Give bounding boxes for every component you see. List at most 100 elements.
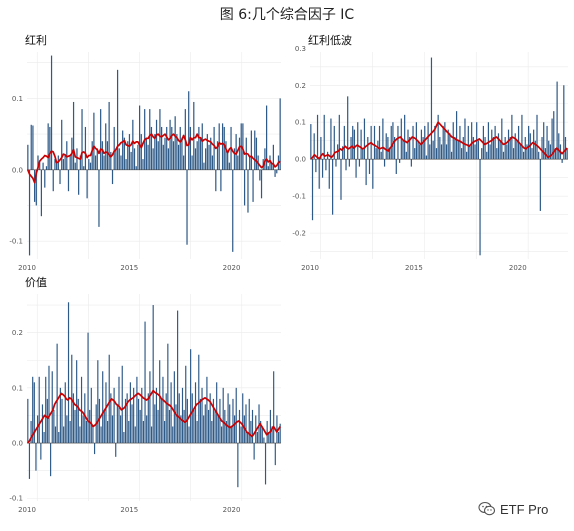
bar	[442, 125, 444, 160]
bar	[447, 129, 449, 160]
bar	[152, 148, 154, 170]
bar	[86, 169, 88, 199]
bar	[355, 159, 357, 178]
bar	[160, 398, 162, 444]
bar	[201, 387, 203, 444]
bar	[132, 119, 134, 170]
bar	[242, 123, 244, 170]
bar	[402, 140, 404, 160]
bar	[81, 109, 83, 170]
bar	[74, 162, 76, 170]
x-tick-label: 2020	[223, 264, 241, 272]
bar	[343, 125, 345, 160]
x-tick-label: 2010	[18, 506, 36, 514]
bar	[47, 123, 49, 170]
bar	[100, 109, 102, 170]
bar	[459, 125, 461, 160]
y-tick-label: 0.0	[12, 166, 23, 174]
bar	[49, 126, 51, 170]
bar	[72, 393, 74, 444]
bar	[102, 371, 104, 444]
bar	[133, 148, 136, 170]
bar	[136, 376, 138, 444]
bar	[526, 144, 528, 160]
bar	[255, 415, 257, 444]
y-tick-label: 0.2	[12, 329, 23, 337]
bar	[267, 166, 269, 170]
bar	[310, 124, 312, 160]
bar	[564, 137, 567, 160]
bar	[385, 133, 387, 160]
bar	[227, 151, 229, 170]
bar	[98, 398, 101, 444]
bar	[45, 376, 47, 444]
bar	[472, 137, 474, 160]
bar	[67, 302, 70, 444]
bar	[252, 169, 254, 202]
bar	[531, 148, 533, 160]
bar	[251, 409, 254, 444]
bar	[108, 354, 110, 444]
bar	[206, 376, 208, 444]
bar	[59, 387, 61, 444]
bar	[222, 387, 224, 444]
bar	[52, 169, 54, 192]
bar	[125, 159, 127, 170]
bar	[229, 404, 231, 444]
x-tick-label: 2010	[301, 264, 319, 272]
wechat-icon	[478, 501, 496, 516]
bar	[179, 126, 181, 170]
bar	[40, 169, 43, 217]
bar	[205, 148, 207, 170]
bar	[150, 126, 153, 170]
bar	[120, 415, 122, 444]
bar	[162, 376, 164, 444]
bar	[133, 387, 135, 444]
bar	[466, 151, 468, 160]
bar	[176, 134, 178, 170]
bar	[407, 129, 409, 160]
bar	[203, 415, 205, 444]
bar	[504, 137, 506, 160]
bar	[506, 144, 508, 160]
bar	[191, 155, 193, 170]
bar	[162, 144, 164, 170]
bar	[150, 426, 153, 444]
bar	[383, 159, 386, 167]
bar	[113, 387, 115, 444]
bar	[203, 162, 205, 170]
bar	[130, 151, 132, 170]
bar	[213, 126, 215, 170]
bar	[172, 141, 175, 170]
bar	[212, 398, 215, 444]
bar	[211, 420, 213, 444]
chart-panel-dividend: 红利 -0.1 0.0 0.1 2010 2015 2020	[0, 30, 287, 272]
bar	[172, 426, 174, 444]
bar	[440, 144, 443, 160]
bar	[551, 118, 553, 160]
bar	[159, 109, 161, 170]
bar	[539, 159, 541, 211]
bar	[147, 393, 149, 444]
bar	[116, 69, 119, 170]
bar	[79, 426, 81, 444]
bar	[268, 432, 270, 444]
bar	[232, 169, 234, 252]
bar	[477, 140, 479, 160]
bar	[129, 382, 131, 444]
bar	[208, 144, 210, 170]
bar	[313, 133, 315, 160]
bar	[554, 148, 557, 160]
bar	[103, 155, 105, 170]
bar	[155, 119, 158, 170]
bar	[69, 420, 71, 444]
bar	[363, 118, 366, 160]
bar	[481, 148, 483, 160]
bar	[561, 159, 563, 163]
bar	[452, 122, 454, 160]
bar	[492, 137, 495, 160]
bar	[183, 155, 185, 170]
bar	[142, 420, 145, 444]
bar	[422, 137, 424, 160]
bar	[345, 159, 347, 171]
